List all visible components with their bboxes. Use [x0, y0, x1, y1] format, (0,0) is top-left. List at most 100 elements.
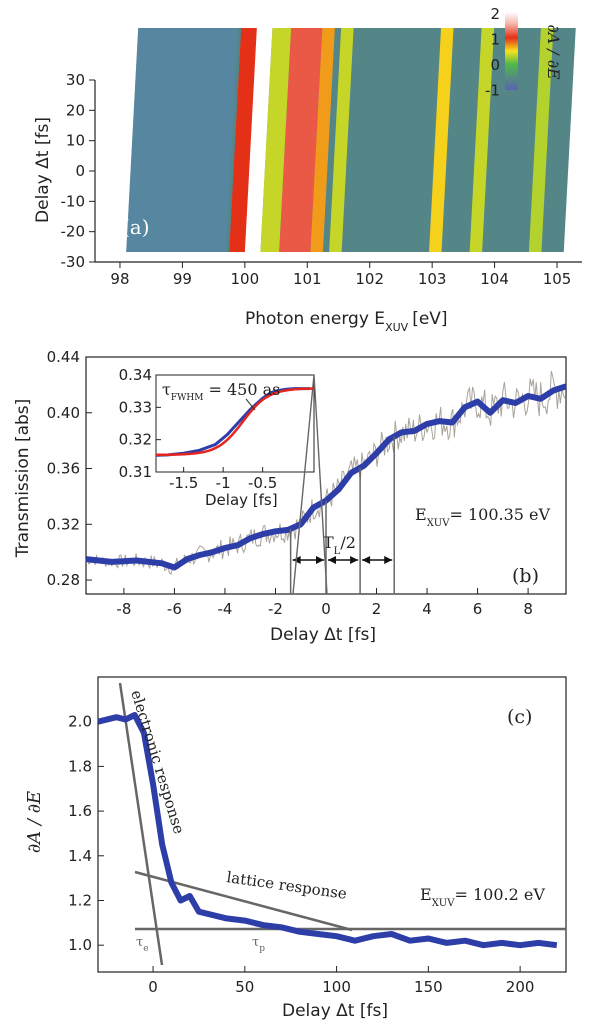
- panel-a-y-tick-label: 0: [75, 162, 85, 180]
- panel-a-label: (a): [122, 215, 150, 239]
- inset-y-tick-label: 0.34: [119, 366, 152, 384]
- panel-b-x-tick-label: 2: [372, 600, 382, 618]
- panel-b-ylabel: Transmission [abs]: [13, 399, 33, 559]
- lattice-response-label: lattice response: [225, 868, 348, 903]
- panel-b-x-tick-label: 8: [523, 600, 533, 618]
- inset-x-tick-label: -1.5: [169, 474, 198, 492]
- panel-b-y-tick-label: 0.32: [47, 515, 80, 533]
- heatmap-band: [429, 28, 454, 252]
- inset-zoom-line-left: [292, 374, 315, 595]
- inset-tau-arrow: [245, 398, 256, 411]
- panel-c-y-tick-label: 1.4: [68, 847, 92, 865]
- inset-tau-label: τFWHM = 450 as: [162, 380, 280, 403]
- panel-c-x-tick-label: 150: [414, 978, 443, 996]
- inset-y-tick-label: 0.32: [119, 431, 152, 449]
- panel-b-axes: -8 -6 -4 -2 0 2 4 6 8 0.28 0.32 0.36 0.40 0.44: [47, 348, 533, 618]
- panel-b-xlabel: Delay Δt [fs]: [270, 625, 376, 645]
- period-label: TL/2: [323, 533, 356, 557]
- colorbar-tick-label: -1: [485, 82, 500, 100]
- panel-a-y-tick-label: -10: [61, 192, 86, 210]
- tau-p-label: τp: [252, 935, 265, 954]
- inset-y-tick-label: 0.33: [119, 398, 152, 416]
- panel-b-x-tick-label: 6: [473, 600, 483, 618]
- panel-b-y-tick-label: 0.28: [47, 571, 80, 589]
- heatmap-band: [329, 28, 354, 252]
- panel-a-x-tick-label: 105: [543, 270, 572, 288]
- panel-b-label: (b): [512, 565, 539, 587]
- panel-a-x-tick-label: 98: [110, 270, 129, 288]
- heatmap-band: [279, 28, 323, 252]
- smoothed-transmission-line: [85, 383, 567, 571]
- panel-b-x-tick-label: 4: [422, 600, 432, 618]
- panel-b-x-tick-label: -4: [217, 600, 232, 618]
- panel-a-y-tick-label: 10: [66, 132, 85, 150]
- panel-a-y-tick-label: -30: [61, 253, 86, 271]
- panel-b-x-tick-label: 0: [321, 600, 331, 618]
- panel-b-x-tick-label: -6: [167, 600, 182, 618]
- colorbar-tick-label: 1: [490, 31, 500, 49]
- panel-c-y-tick-label: 1.8: [68, 757, 92, 775]
- heatmap-band: [310, 28, 335, 252]
- panel-c-x-tick-label: 100: [322, 978, 351, 996]
- heatmap-band: [229, 28, 260, 252]
- heatmap-band: [260, 28, 292, 252]
- panel-b-x-tick-label: -8: [116, 600, 131, 618]
- panel-a-xlabel: Photon energy EXUV [eV]: [245, 309, 448, 334]
- panel-b-y-tick-label: 0.44: [47, 348, 80, 366]
- inset: -1.5 -1 -0.5 0.34 0.33 0.32 0.31 τFWHM = 450 a…: [119, 366, 328, 595]
- panel-a-y-tick-label: 30: [66, 71, 85, 89]
- inset-fit-line: [156, 387, 315, 457]
- inset-x-tick-label: -0.5: [248, 474, 277, 492]
- colorbar-tick-label: 0: [490, 56, 500, 74]
- panel-b: -8 -6 -4 -2 0 2 4 6 8 0.28 0.32 0.36 0.40 0.44 TL/2 E…: [13, 348, 567, 645]
- inset-zoom-line-right: [313, 374, 328, 595]
- derivative-line: [97, 712, 558, 949]
- panel-b-y-tick-label: 0.40: [47, 404, 80, 422]
- panel-a-x-tick-label: 99: [173, 270, 192, 288]
- panel-c-x-tick-label: 50: [235, 978, 254, 996]
- colorbar-tick-label: 2: [490, 5, 500, 23]
- period-arrowhead-left: [362, 556, 371, 564]
- panel-b-energy-annotation: EXUV= 100.35 eV: [415, 505, 551, 529]
- electronic-fit-line: [118, 682, 164, 966]
- panel-c-axes: 0 50 100 150 200 1.0 1.2 1.4 1.6 1.8 2.0: [68, 713, 534, 996]
- panel-b-y-tick-label: 0.36: [47, 460, 80, 478]
- panel-a-x-tick-label: 101: [293, 270, 322, 288]
- panel-c-xlabel: Delay Δt [fs]: [282, 1001, 388, 1021]
- heatmap-low-region: [126, 28, 239, 252]
- panel-c-x-tick-label: 200: [506, 978, 535, 996]
- tau-e-label: τe: [136, 935, 149, 954]
- period-arrowhead-right: [316, 556, 324, 564]
- period-arrowhead-right: [384, 556, 393, 564]
- inset-axes: -1.5 -1 -0.5 0.34 0.33 0.32 0.31: [119, 366, 278, 492]
- period-arrowhead-left: [328, 556, 336, 564]
- panel-c-y-tick-label: 2.0: [68, 713, 92, 731]
- inset-x-tick-label: -1: [216, 474, 231, 492]
- heatmap-band: [528, 28, 554, 252]
- panel-c-y-tick-label: 1.0: [68, 936, 92, 954]
- heatmap-surface: [126, 28, 576, 252]
- panel-a-y-tick-label: -20: [61, 223, 86, 241]
- panel-a-ylabel: Delay Δt [fs]: [33, 117, 53, 223]
- panel-c-energy-annotation: EXUV= 100.2 eV: [420, 885, 545, 909]
- panel-c-y-tick-label: 1.6: [68, 802, 92, 820]
- panel-a-x-tick-label: 100: [231, 270, 260, 288]
- colorbar-ticks: 2 1 0 -1: [485, 5, 500, 100]
- panel-c-label: (c): [507, 706, 532, 728]
- panel-c-x-tick-label: 0: [148, 978, 158, 996]
- colorbar: [505, 12, 518, 90]
- panel-c-frame: [97, 676, 567, 973]
- panel-b-x-tick-label: -2: [268, 600, 283, 618]
- inset-y-tick-label: 0.31: [119, 463, 152, 481]
- panel-a-x-tick-label: 104: [480, 270, 509, 288]
- panel-a-x-tick-label: 102: [355, 270, 384, 288]
- panel-c-ylabel: ∂A / ∂E: [24, 791, 45, 853]
- panel-a-x-tick-label: 103: [418, 270, 447, 288]
- period-arrowhead-right: [350, 556, 359, 564]
- heatmap-band: [469, 28, 495, 252]
- colorbar-label: ∂A / ∂E: [544, 24, 563, 80]
